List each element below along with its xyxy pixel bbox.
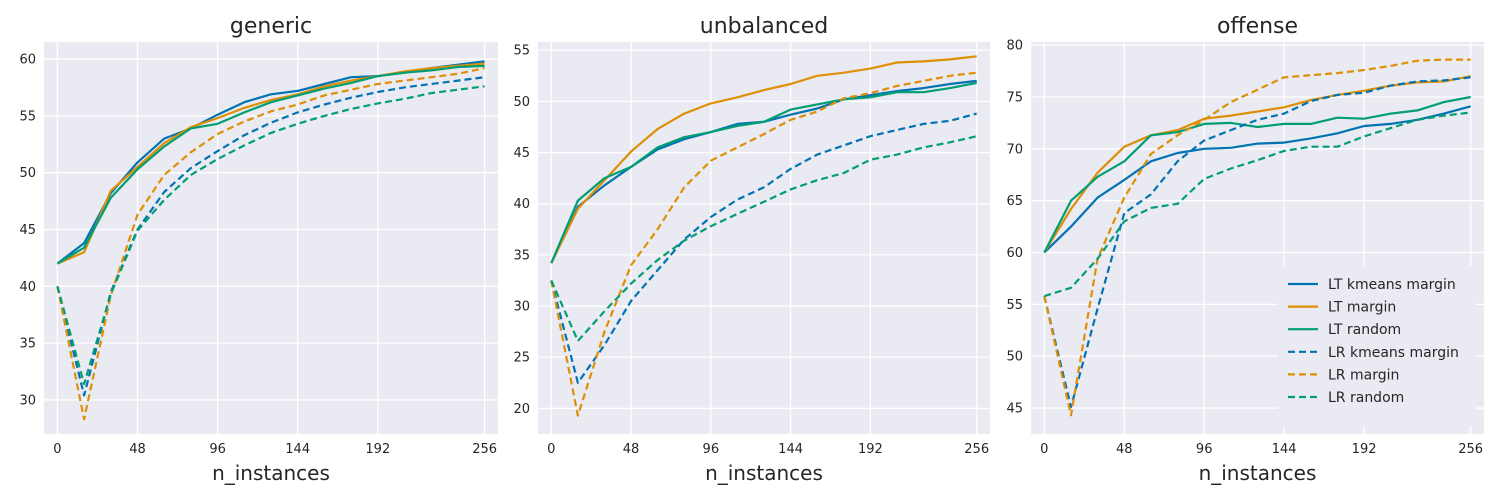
x-tick-label: 192: [365, 442, 390, 457]
series-line-lr-margin: [550, 71, 977, 417]
y-tick-label: 30: [19, 393, 36, 408]
x-tick-label: 192: [858, 442, 883, 457]
x-tick-label: 256: [1458, 442, 1483, 457]
y-tick-label: 60: [19, 53, 36, 68]
series-line-lt-margin: [550, 55, 977, 264]
y-tick-label: 30: [513, 300, 530, 315]
series-line-lt-kmeans-margin: [1043, 105, 1471, 254]
chart-title: generic: [230, 14, 312, 39]
series-line-lr-random: [56, 85, 485, 386]
plot-area: [538, 42, 990, 434]
y-tick-label: 45: [1006, 402, 1023, 417]
series-line-lt-margin: [56, 62, 485, 265]
x-tick-label: 96: [703, 442, 720, 457]
series-line-lr-kmeans-margin: [1043, 76, 1471, 409]
y-tick-label: 20: [513, 402, 530, 417]
plot-area: [44, 42, 498, 434]
series-line-lr-random: [1043, 111, 1471, 298]
y-tick-label: 55: [19, 109, 36, 124]
x-tick-label: 144: [778, 442, 803, 457]
x-tick-label: 192: [1352, 442, 1377, 457]
series-line-lt-random: [56, 64, 485, 265]
y-tick-label: 60: [1006, 246, 1023, 261]
x-axis-label: n_instances: [705, 461, 823, 485]
x-tick-label: 48: [1116, 442, 1133, 457]
chart-title: unbalanced: [700, 14, 828, 39]
x-tick-label: 256: [964, 442, 989, 457]
y-tick-label: 55: [1006, 298, 1023, 313]
chart-panel-1: 0 48 96 144 192 256 30 35 40 45 50 55 60 generic n_ins…: [19, 14, 498, 485]
x-tick-label: 0: [547, 442, 555, 457]
y-tick-label: 65: [1006, 194, 1023, 209]
x-tick-label: 96: [209, 442, 226, 457]
y-tick-label: 55: [513, 44, 530, 59]
chart-panel-2: 0 48 96 144 192 256 20 25 30 35 40 45 50 55 unbalanced…: [513, 14, 990, 485]
y-tick-label: 50: [513, 95, 530, 110]
y-tick-label: 35: [19, 337, 36, 352]
y-tick-label: 40: [19, 280, 36, 295]
legend: LT kmeans margin LT margin LT random LR kme…: [1278, 266, 1476, 426]
legend-label: LR random: [1328, 390, 1404, 406]
y-tick-label: 80: [1006, 39, 1023, 54]
legend-label: LR kmeans margin: [1328, 345, 1459, 361]
x-tick-label: 0: [53, 442, 61, 457]
series-line-lt-random: [550, 81, 977, 264]
x-tick-label: 96: [1196, 442, 1213, 457]
x-tick-label: 144: [285, 442, 310, 457]
y-tick-label: 40: [513, 197, 530, 212]
series-line-lt-random: [1043, 95, 1471, 254]
chart-panel-3: 0 48 96 144 192 256 45 50 55 60 65 70 75 80 offense n_i…: [1006, 14, 1484, 485]
legend-box: [1278, 266, 1476, 426]
y-tick-label: 50: [19, 166, 36, 181]
x-tick-label: 144: [1272, 442, 1297, 457]
legend-label: LT margin: [1328, 300, 1396, 316]
series-line-lr-random: [550, 135, 977, 342]
x-tick-label: 0: [1040, 442, 1048, 457]
x-tick-label: 48: [623, 442, 640, 457]
x-tick-label: 256: [472, 442, 497, 457]
legend-label: LT random: [1328, 322, 1401, 338]
y-tick-label: 45: [513, 146, 530, 161]
legend-label: LT kmeans margin: [1328, 277, 1456, 293]
x-tick-label: 48: [129, 442, 146, 457]
legend-label: LR margin: [1328, 367, 1399, 383]
x-axis-label: n_instances: [212, 461, 330, 485]
chart-title: offense: [1217, 14, 1298, 39]
y-tick-label: 75: [1006, 90, 1023, 105]
series-line-lr-kmeans-margin: [550, 112, 977, 384]
series-line-lr-margin: [56, 67, 485, 421]
series-line-lr-margin: [1043, 58, 1471, 417]
y-tick-label: 35: [513, 248, 530, 263]
y-tick-label: 25: [513, 351, 530, 366]
y-tick-label: 50: [1006, 350, 1023, 365]
x-axis-label: n_instances: [1199, 461, 1317, 485]
y-tick-label: 45: [19, 223, 36, 238]
y-tick-label: 70: [1006, 142, 1023, 157]
